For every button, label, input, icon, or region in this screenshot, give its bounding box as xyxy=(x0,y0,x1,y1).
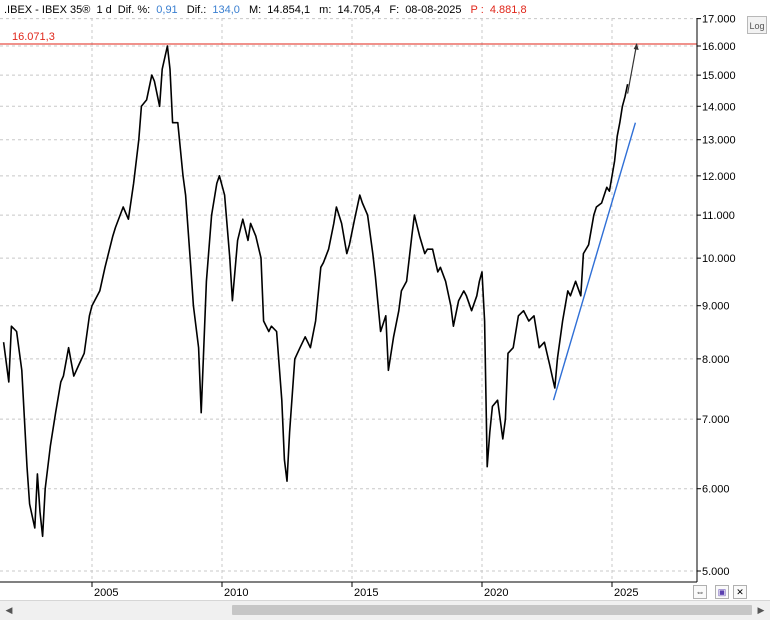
scroll-left-icon[interactable]: ◀ xyxy=(5,605,13,615)
max-label: M: xyxy=(248,4,262,16)
y-tick-label: 7.000 xyxy=(702,414,730,426)
pct-change-label: Dif. %: xyxy=(117,4,151,16)
support-trendline xyxy=(552,122,637,401)
scrollbar-thumb[interactable] xyxy=(232,605,752,615)
p-label: P : xyxy=(470,4,484,16)
x-tick-label: 2005 xyxy=(94,587,118,599)
cursor-tool-icon[interactable]: ⇔ xyxy=(693,585,707,599)
diff-label: Dif.: xyxy=(186,4,207,16)
projection-arrowhead xyxy=(633,42,639,50)
interval-label: 1 d xyxy=(96,4,112,16)
scroll-right-icon[interactable]: ▶ xyxy=(757,605,765,615)
chart-series xyxy=(2,45,629,538)
date-value: 08-08-2025 xyxy=(405,4,462,16)
x-axis: 2005 2010 2015 2020 2025 xyxy=(0,581,697,599)
price-series-line xyxy=(2,45,629,538)
chart-grid xyxy=(0,18,697,582)
x-tick-label: 2015 xyxy=(354,587,378,599)
y-axis: 17.000 16.000 15.000 14.000 13.000 12.000 11.0… xyxy=(696,14,736,582)
projection-line xyxy=(627,43,638,94)
p-value: 4.881,8 xyxy=(489,4,527,16)
y-tick-label: 11.000 xyxy=(702,210,735,222)
max-value: 14.854,1 xyxy=(267,4,311,16)
y-tick-label: 6.000 xyxy=(702,484,730,496)
chart-annotations: 16.071,3 xyxy=(0,31,697,401)
min-value: 14.705,4 xyxy=(337,4,381,16)
diff-value: 134,0 xyxy=(212,4,240,16)
save-icon[interactable]: ▣ xyxy=(715,585,729,599)
min-label: m: xyxy=(319,4,332,16)
x-tick-label: 2020 xyxy=(484,587,508,599)
y-tick-label: 10.000 xyxy=(702,253,736,265)
y-tick-label: 12.000 xyxy=(702,171,736,183)
x-tick-label: 2010 xyxy=(224,587,248,599)
close-icon[interactable]: ✕ xyxy=(733,585,747,599)
resistance-level-label: 16.071,3 xyxy=(12,31,55,43)
y-tick-label: 5.000 xyxy=(702,566,730,578)
instrument-symbol: .IBEX - IBEX 35® xyxy=(4,4,91,16)
instrument-info-bar: .IBEX - IBEX 35® 1 d Dif. %: 0,91 Dif.: … xyxy=(4,2,533,18)
y-tick-label: 9.000 xyxy=(702,301,730,313)
y-tick-label: 13.000 xyxy=(702,135,736,147)
pct-change-value: 0,91 xyxy=(156,4,178,16)
x-tick-label: 2025 xyxy=(614,587,638,599)
horizontal-scrollbar[interactable]: ◀ ▶ xyxy=(0,603,770,617)
date-label: F: xyxy=(389,4,400,16)
y-tick-label: 17.000 xyxy=(702,14,736,26)
y-tick-label: 14.000 xyxy=(702,101,736,113)
y-tick-label: 15.000 xyxy=(702,70,736,82)
plot-area xyxy=(0,18,697,582)
y-tick-label: 16.000 xyxy=(702,41,736,53)
y-tick-label: 8.000 xyxy=(702,354,730,366)
log-scale-button[interactable]: Log xyxy=(747,16,767,34)
